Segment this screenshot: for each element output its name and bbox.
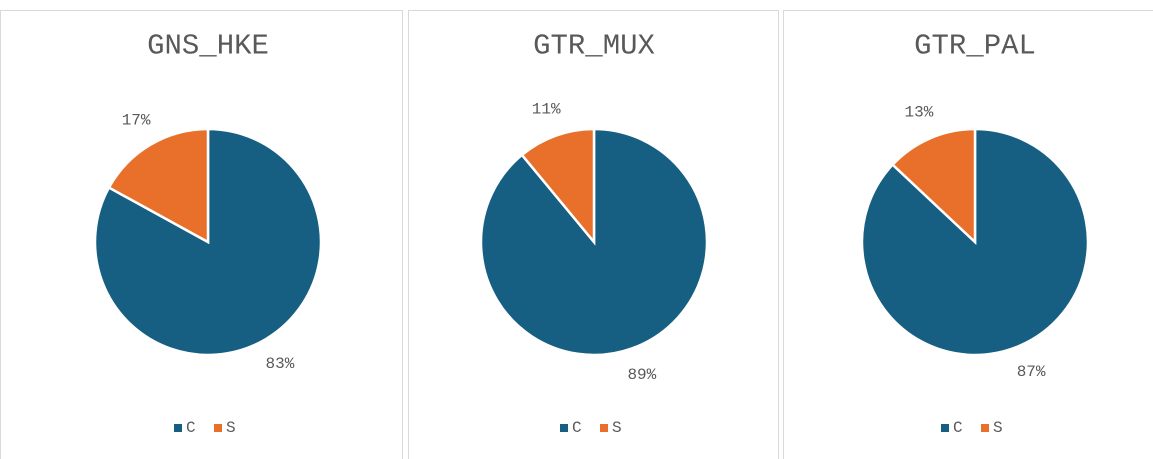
legend-label: S [226,419,236,437]
chart-title: GNS_HKE [147,30,269,63]
pie-slice [107,127,210,245]
legend-swatch [981,424,989,432]
data-label: 17% [122,112,151,130]
data-label: 11% [532,100,561,118]
pie-slice [520,127,596,246]
legend-swatch [174,424,182,432]
chart-title: GTR_MUX [533,30,655,63]
data-label: 89% [627,366,656,384]
data-label: 87% [1017,363,1046,381]
legend-swatch [941,424,949,432]
legend-label: S [993,419,1003,437]
pie-slice [890,127,977,245]
chart-title: GTR_PAL [914,30,1036,63]
data-label: 13% [904,104,933,122]
legend-swatch [560,424,568,432]
data-label: 83% [265,355,294,373]
legend-swatch [214,424,222,432]
legend-label: C [953,419,963,437]
legend-swatch [600,424,608,432]
legend-label: S [612,419,622,437]
legend-label: C [186,419,196,437]
legend-label: C [572,419,582,437]
